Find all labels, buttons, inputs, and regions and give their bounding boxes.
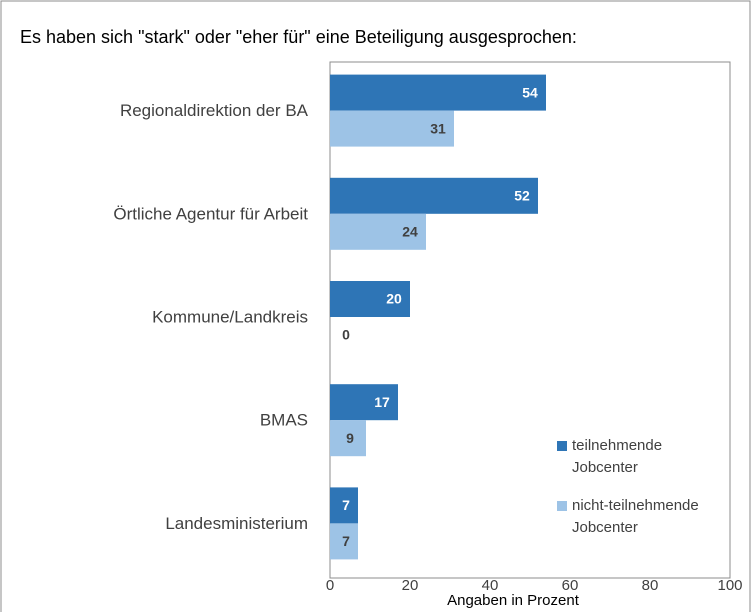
x-tick-label: 60: [562, 577, 579, 594]
category-label: Örtliche Agentur für Arbeit: [113, 204, 308, 223]
plot-area: [329, 61, 731, 579]
value-label: 31: [430, 120, 446, 136]
x-tick-label: 20: [402, 577, 419, 594]
value-label: 17: [374, 394, 390, 410]
value-label: 24: [402, 224, 418, 240]
bar: [330, 281, 410, 317]
x-tick-label: 80: [642, 577, 659, 594]
chart-title: Es haben sich "stark" oder "eher für" ei…: [20, 27, 577, 47]
bar: [330, 523, 358, 560]
bar: [330, 420, 366, 457]
category-label: BMAS: [260, 411, 308, 430]
bar: [330, 110, 454, 147]
bar: [330, 384, 398, 421]
legend-label: teilnehmende Jobcenter: [572, 437, 662, 476]
x-tick-label: 40: [482, 577, 499, 594]
x-tick-label: 0: [326, 577, 334, 594]
category-label: Landesministerium: [165, 514, 308, 533]
value-label: 9: [346, 430, 354, 446]
category-label: Regionaldirektion der BA: [120, 101, 309, 120]
bar: [330, 487, 358, 524]
value-label: 7: [342, 497, 350, 513]
x-axis-label: Angaben in Prozent: [447, 592, 580, 609]
bar: [330, 177, 538, 214]
legend-swatch: [557, 501, 567, 511]
value-label: 7: [342, 533, 350, 549]
x-tick-label: 100: [717, 577, 742, 594]
bar: [330, 74, 546, 111]
value-label: 0: [342, 327, 350, 343]
value-label: 20: [386, 291, 402, 307]
value-label: 52: [514, 188, 530, 204]
value-label: 54: [522, 84, 538, 100]
category-label: Kommune/Landkreis: [152, 307, 308, 326]
legend-swatch: [557, 441, 567, 451]
bar: [330, 213, 426, 250]
legend-label: nicht-teilnehmende Jobcenter: [572, 497, 699, 536]
